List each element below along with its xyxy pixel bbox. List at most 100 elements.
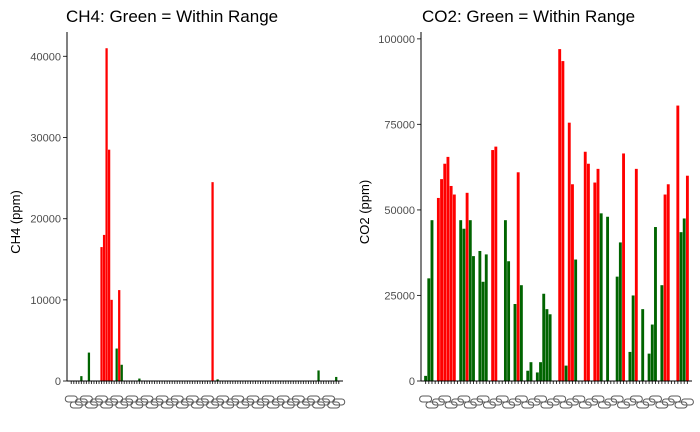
co2-bar [660, 285, 664, 381]
ch4-bar [102, 234, 106, 381]
co2-bar [567, 122, 571, 381]
ch4-y-tick-label: 20000 [30, 214, 61, 226]
co2-bar [561, 61, 565, 381]
co2-bar [535, 372, 539, 381]
ch4-panel: CH4: Green = Within Range CH4 (ppm) 0 100… [8, 7, 346, 409]
co2-bar [436, 197, 440, 381]
ch4-bar [80, 376, 83, 381]
co2-bar [545, 309, 549, 381]
ch4-bar [87, 352, 91, 381]
co2-bar [631, 295, 635, 381]
co2-bar [539, 362, 542, 381]
co2-x-tick-label-overlap [476, 395, 490, 403]
co2-bar [628, 351, 632, 381]
co2-bar [641, 309, 645, 381]
co2-bar [571, 184, 574, 381]
co2-bar [424, 375, 428, 381]
co2-y-tick-label: 50000 [384, 205, 415, 217]
ch4-bar [105, 48, 108, 382]
co2-bar [529, 362, 533, 381]
co2-bar [596, 168, 600, 381]
co2-bar [484, 254, 488, 381]
co2-bar [542, 293, 546, 381]
co2-bar [472, 256, 475, 381]
co2-bar [564, 365, 568, 381]
co2-x-tick-label-overlap [457, 395, 471, 403]
co2-x-tick-label-overlap [495, 395, 509, 403]
ch4-y-ticks: 0 10000 20000 30000 40000 [30, 51, 67, 388]
co2-bar [558, 49, 562, 381]
co2-bar [481, 281, 485, 381]
co2-bar [599, 213, 603, 381]
co2-bar [583, 151, 587, 381]
co2-bar [676, 105, 680, 382]
ch4-bar [110, 299, 113, 381]
co2-y-tick-label: 75000 [384, 119, 415, 131]
ch4-x-tick-label-overlap [332, 398, 346, 406]
co2-panel: CO2: Green = Within Range CO2 (ppm) 0 250… [357, 7, 694, 409]
co2-bar [516, 172, 520, 381]
ch4-y-axis-label: CH4 (ppm) [8, 190, 23, 254]
co2-bar [647, 353, 651, 381]
co2-x-tick-label-overlap [419, 395, 433, 403]
co2-bar [459, 220, 463, 381]
co2-bar [526, 370, 530, 381]
ch4-y-tick-label: 0 [55, 376, 61, 388]
co2-y-ticks: 0 25000 50000 75000 100000 [378, 34, 421, 388]
ch4-bar [216, 379, 219, 381]
co2-y-axis-label: CO2 (ppm) [357, 180, 372, 244]
co2-bar [574, 259, 578, 381]
co2-x-tick-label-overlap [668, 395, 682, 403]
co2-bar [446, 156, 450, 381]
co2-bar [430, 220, 434, 381]
ch4-bars [80, 48, 338, 382]
co2-bar [548, 314, 552, 381]
co2-x-tick-label-overlap [514, 395, 528, 403]
co2-x-tick-label-overlap [572, 395, 586, 403]
co2-y-tick-label: 25000 [384, 290, 415, 302]
co2-bar [443, 163, 447, 381]
co2-x-tick-label-overlap [591, 395, 605, 403]
co2-bar [478, 250, 482, 381]
co2-x-tick-label-overlap [534, 395, 548, 403]
co2-bar [634, 168, 638, 381]
co2-bar [494, 146, 498, 381]
co2-bars [424, 49, 689, 382]
co2-x-tick-label-overlap [438, 395, 452, 403]
co2-bar [507, 261, 511, 381]
ch4-bar [120, 364, 123, 381]
co2-bar [666, 184, 670, 381]
co2-bar [586, 163, 590, 381]
co2-bar [593, 182, 597, 381]
ch4-bar [317, 370, 320, 381]
co2-x-tick-label-overlap [610, 395, 624, 403]
co2-bar [615, 276, 619, 381]
ch4-bar [118, 290, 121, 381]
co2-bar [685, 175, 689, 381]
ch4-bar [100, 247, 103, 381]
co2-bar [440, 179, 443, 381]
co2-bar [449, 185, 453, 381]
co2-y-tick-label: 100000 [378, 34, 415, 46]
co2-bar [654, 227, 657, 381]
co2-bar [663, 194, 667, 381]
ch4-y-tick-label: 10000 [30, 295, 61, 307]
co2-bar [519, 285, 523, 381]
co2-bar [650, 324, 654, 381]
co2-x-ticks [419, 381, 694, 409]
co2-bar [503, 220, 507, 381]
ch4-y-tick-label: 40000 [30, 51, 61, 63]
co2-bar [606, 216, 610, 381]
co2-y-tick-label: 0 [409, 376, 415, 388]
co2-bar [618, 242, 622, 381]
ch4-bar [335, 376, 338, 381]
co2-bar [452, 194, 456, 381]
ch4-bar [138, 378, 141, 381]
co2-bar [491, 150, 495, 381]
co2-bar [462, 228, 466, 381]
ch4-x-ticks [64, 381, 346, 409]
ch4-bar [211, 182, 214, 381]
co2-bar [682, 218, 686, 381]
co2-bar [679, 232, 683, 381]
